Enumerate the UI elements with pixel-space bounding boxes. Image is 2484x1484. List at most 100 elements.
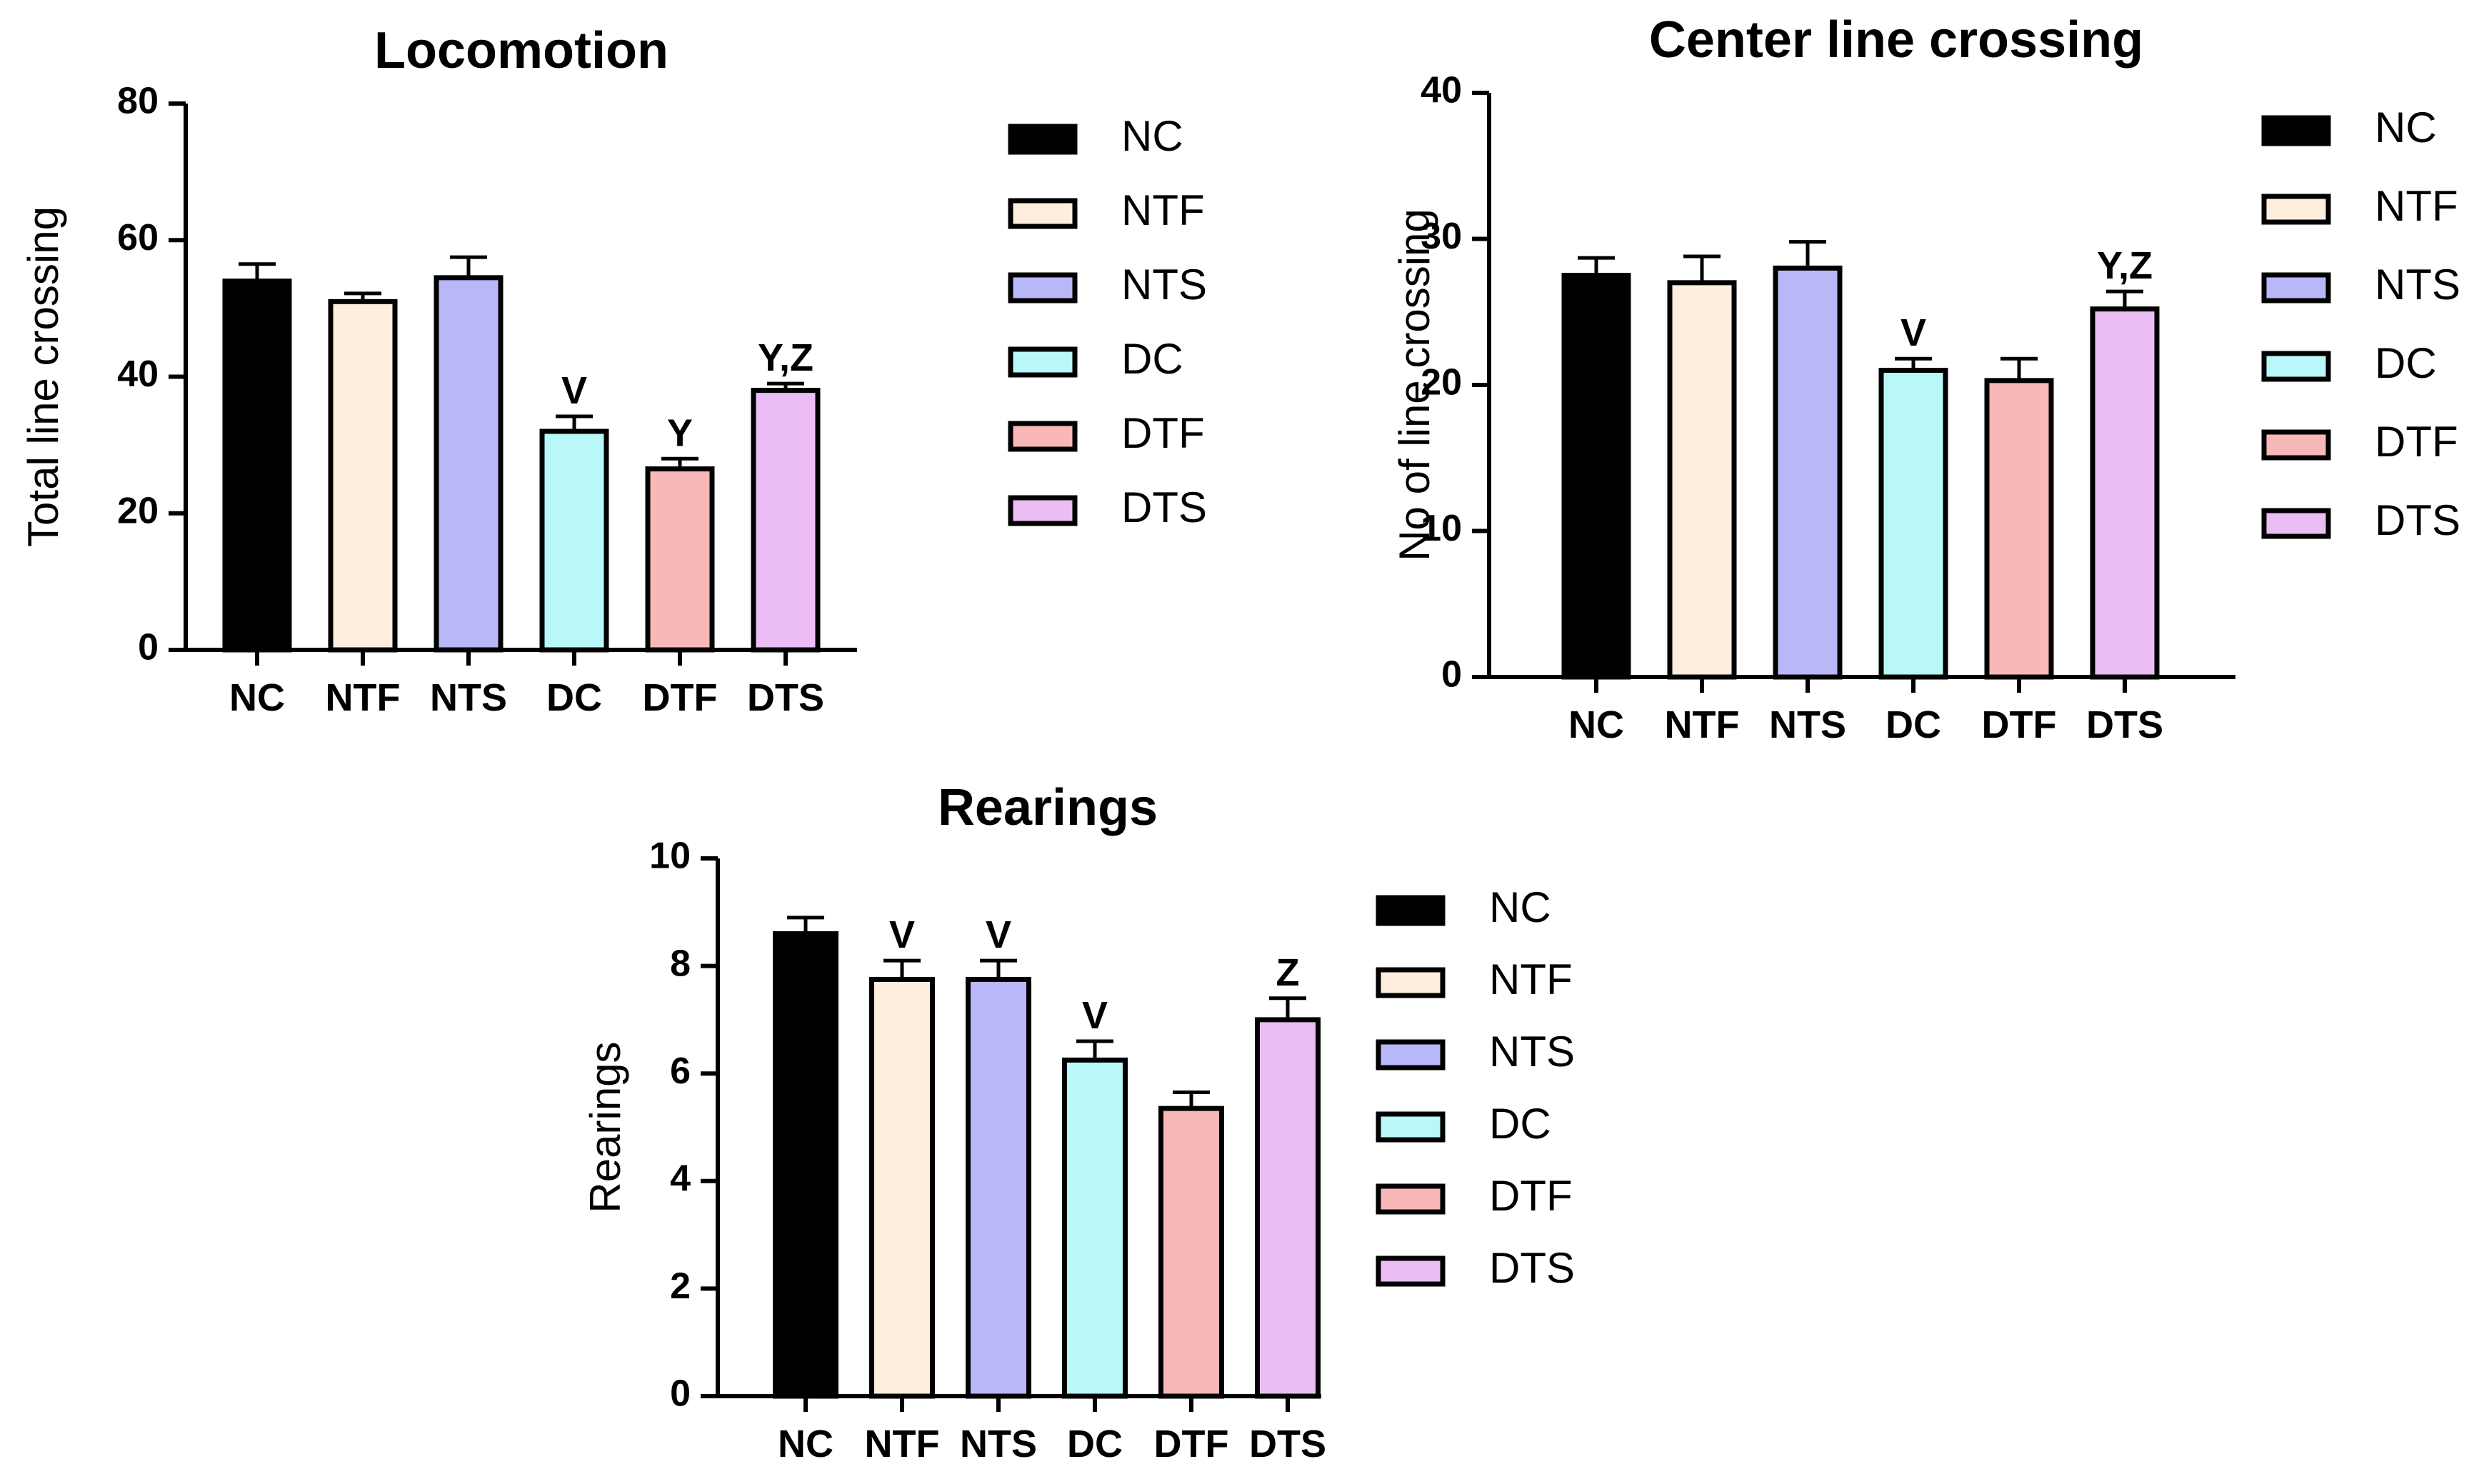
legend-swatch-nc bbox=[2261, 115, 2331, 146]
x-tick-label-dc: DC bbox=[1067, 1423, 1123, 1465]
chart-title: Locomotion bbox=[374, 22, 668, 79]
y-tick-label: 20 bbox=[117, 490, 159, 531]
legend-label-dts: DTS bbox=[1489, 1244, 1575, 1292]
x-tick-label-nts: NTS bbox=[960, 1423, 1037, 1465]
significance-label-dtf: Y bbox=[667, 411, 693, 454]
legend-label-dc: DC bbox=[1489, 1100, 1551, 1148]
rearings-chart: Rearings Rearings 0 2 4 6 8 10 NC NTF V NTS V DC V DTF D… bbox=[581, 779, 1575, 1465]
x-tick-label-dc: DC bbox=[546, 676, 602, 719]
legend-swatch-nc bbox=[1008, 124, 1078, 155]
y-tick-label: 40 bbox=[1421, 70, 1462, 111]
significance-label-dc: V bbox=[1900, 311, 1926, 354]
chart-title: Rearings bbox=[938, 779, 1158, 836]
bar-dc bbox=[539, 428, 609, 653]
y-tick-label: 60 bbox=[117, 217, 159, 259]
legend-label-nts: NTS bbox=[1489, 1028, 1575, 1076]
legend-swatch-ntf bbox=[2261, 194, 2331, 225]
bar-dtf bbox=[1984, 378, 2054, 680]
legend-swatch-dc bbox=[1008, 346, 1078, 378]
bar-nts bbox=[966, 976, 1031, 1399]
legend-swatch-dts bbox=[1008, 495, 1078, 526]
y-tick-label: 0 bbox=[138, 627, 159, 668]
x-tick-label-nts: NTS bbox=[1769, 703, 1846, 746]
legend-swatch-dc bbox=[1376, 1111, 1446, 1143]
legend-label-nts: NTS bbox=[1121, 261, 1207, 309]
center-line-crossing-chart: Center line crossing No of line crossing 0… bbox=[1391, 11, 2460, 746]
significance-label-nts: V bbox=[986, 913, 1011, 956]
y-tick-label: 30 bbox=[1421, 216, 1462, 257]
legend-label-nts: NTS bbox=[2375, 261, 2460, 309]
bar-ntf bbox=[869, 976, 935, 1399]
legend-swatch-nts bbox=[1008, 272, 1078, 304]
bar-dtf bbox=[645, 466, 715, 653]
legend-label-nc: NC bbox=[2375, 104, 2437, 151]
bar-nts bbox=[1773, 265, 1843, 680]
y-axis-title: Rearings bbox=[581, 1041, 629, 1213]
x-tick-label-nc: NC bbox=[229, 676, 285, 719]
y-axis-title: No of line crossing bbox=[1391, 209, 1438, 561]
y-tick-label: 0 bbox=[670, 1373, 691, 1415]
legend-label-dc: DC bbox=[2375, 339, 2437, 387]
y-tick-label: 0 bbox=[1441, 654, 1462, 696]
significance-label-dc: V bbox=[1082, 994, 1108, 1037]
bar-dc bbox=[1062, 1057, 1128, 1399]
y-tick-label: 10 bbox=[1421, 508, 1462, 549]
legend-label-dtf: DTF bbox=[2375, 418, 2458, 466]
y-tick-label: 10 bbox=[649, 836, 691, 877]
bar-ntf bbox=[1667, 280, 1737, 680]
legend-label-dtf: DTF bbox=[1489, 1172, 1573, 1220]
bar-dc bbox=[1878, 368, 1948, 680]
legend-label-ntf: NTF bbox=[2375, 182, 2458, 230]
legend-label-dc: DC bbox=[1121, 335, 1183, 383]
bar-dts bbox=[2090, 306, 2160, 680]
bar-nc bbox=[1561, 273, 1631, 680]
bar-dts bbox=[1255, 1017, 1321, 1399]
bar-nc bbox=[222, 279, 292, 653]
x-tick-label-dts: DTS bbox=[2086, 703, 2163, 746]
y-tick-label: 2 bbox=[670, 1265, 691, 1307]
legend-swatch-dts bbox=[2261, 508, 2331, 539]
y-tick-label: 4 bbox=[670, 1158, 691, 1200]
y-tick-label: 6 bbox=[670, 1051, 691, 1092]
legend-swatch-dtf bbox=[1376, 1183, 1446, 1215]
legend-label-ntf: NTF bbox=[1489, 956, 1573, 1003]
x-tick-label-nc: NC bbox=[1568, 703, 1624, 746]
legend-label-dts: DTS bbox=[1121, 483, 1207, 531]
legend-label-dts: DTS bbox=[2375, 496, 2460, 544]
x-tick-label-ntf: NTF bbox=[326, 676, 401, 719]
significance-label-dts: Y,Z bbox=[758, 336, 813, 379]
bar-dts bbox=[751, 388, 821, 653]
chart-title: Center line crossing bbox=[1649, 11, 2143, 69]
bar-dtf bbox=[1158, 1106, 1224, 1399]
locomotion-chart: Locomotion Total line crossing 0 20 40 60 80 NC… bbox=[19, 22, 1207, 719]
bar-nts bbox=[434, 275, 504, 653]
y-tick-label: 8 bbox=[670, 943, 691, 984]
y-tick-label: 40 bbox=[117, 354, 159, 395]
x-tick-label-dtf: DTF bbox=[1154, 1423, 1229, 1465]
x-tick-label-dts: DTS bbox=[747, 676, 824, 719]
x-tick-label-dc: DC bbox=[1885, 703, 1941, 746]
legend-swatch-nts bbox=[1376, 1039, 1446, 1071]
significance-label-dts: Y,Z bbox=[2097, 244, 2153, 287]
x-tick-label-nc: NC bbox=[778, 1423, 833, 1465]
significance-label-dts: Z bbox=[1276, 951, 1300, 994]
legend-swatch-dc bbox=[2261, 351, 2331, 382]
y-axis-title: Total line crossing bbox=[19, 206, 67, 547]
legend-label-ntf: NTF bbox=[1121, 186, 1205, 234]
x-tick-label-ntf: NTF bbox=[1665, 703, 1740, 746]
legend-swatch-dts bbox=[1376, 1255, 1446, 1287]
legend-swatch-nts bbox=[2261, 272, 2331, 304]
x-tick-label-dts: DTS bbox=[1249, 1423, 1326, 1465]
x-tick-label-dtf: DTF bbox=[1982, 703, 2057, 746]
y-tick-label: 80 bbox=[117, 81, 159, 122]
legend-label-nc: NC bbox=[1489, 883, 1551, 931]
legend-label-nc: NC bbox=[1121, 112, 1183, 160]
x-tick-label-ntf: NTF bbox=[865, 1423, 940, 1465]
y-tick-label: 20 bbox=[1421, 362, 1462, 403]
legend-swatch-dtf bbox=[2261, 429, 2331, 461]
legend-swatch-dtf bbox=[1008, 421, 1078, 452]
bar-ntf bbox=[328, 299, 398, 653]
bar-nc bbox=[773, 931, 838, 1399]
legend-swatch-ntf bbox=[1008, 198, 1078, 229]
